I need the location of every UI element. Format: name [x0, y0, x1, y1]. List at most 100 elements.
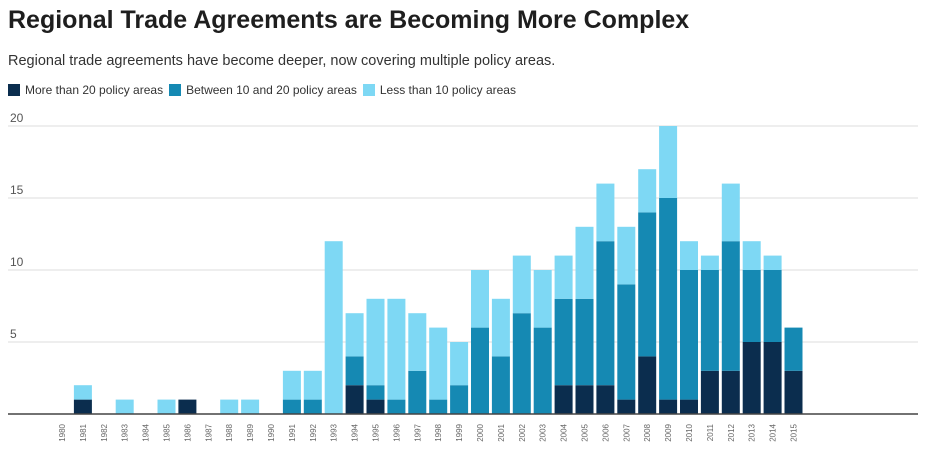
bar-segment — [450, 342, 469, 386]
x-tick-label: 2002 — [518, 423, 527, 441]
y-tick-label: 20 — [10, 111, 24, 125]
x-tick-label: 1984 — [142, 423, 151, 441]
x-tick-label: 2006 — [601, 423, 610, 441]
bar-segment — [73, 399, 92, 414]
bar-segment — [282, 399, 301, 414]
bar-segment — [784, 370, 803, 414]
x-tick-label: 1995 — [372, 423, 381, 441]
x-tick-label: 1992 — [309, 423, 318, 441]
bar-segment — [429, 327, 448, 400]
bar-segment — [554, 298, 573, 386]
bar-segment — [366, 385, 385, 400]
bar-segment — [429, 399, 448, 414]
bar-segment — [387, 399, 406, 414]
bar-segment — [303, 370, 322, 400]
bar-segment — [596, 183, 615, 242]
legend-swatch-less-than-10 — [362, 84, 375, 96]
bar-segment — [345, 385, 364, 414]
bar-segment — [241, 399, 260, 414]
x-tick-label: 1989 — [246, 423, 255, 441]
bar-segment — [742, 241, 761, 270]
bar-segment — [700, 370, 719, 414]
bar-segment — [617, 226, 636, 285]
bar-segment — [617, 284, 636, 400]
x-tick-label: 1994 — [351, 423, 360, 441]
bar-segment — [638, 212, 657, 357]
bar-segment — [721, 370, 740, 414]
x-tick-label: 1980 — [58, 423, 67, 441]
bar-segment — [115, 399, 134, 414]
bar-segment — [366, 298, 385, 386]
bar-segment — [659, 126, 678, 198]
legend-item-between-10-20: Between 10 and 20 policy areas — [169, 83, 357, 97]
bar-segment — [512, 255, 531, 314]
x-tick-label: 2007 — [622, 423, 631, 441]
bar-segment — [575, 298, 594, 386]
legend-item-less-than-10: Less than 10 policy areas — [362, 83, 516, 97]
bar-segment — [638, 169, 657, 213]
x-tick-label: 1983 — [121, 423, 130, 441]
bar-segment — [408, 370, 427, 414]
bar-segment — [282, 370, 301, 400]
bar-segment — [763, 342, 782, 414]
bar-segment — [471, 270, 489, 328]
legend: More than 20 policy areas Between 10 and… — [8, 83, 522, 97]
x-tick-label: 2010 — [685, 423, 694, 441]
bar-segment — [554, 255, 573, 299]
legend-label-less-than-10: Less than 10 policy areas — [379, 83, 516, 97]
x-tick-label: 2008 — [643, 423, 652, 441]
x-tick-label: 1997 — [413, 423, 422, 441]
bar-segment — [763, 255, 782, 270]
y-tick-label: 15 — [10, 183, 24, 197]
x-tick-label: 1990 — [267, 423, 276, 441]
bar-segment — [178, 399, 197, 414]
bar-segment — [471, 327, 489, 414]
bar-segment — [659, 198, 678, 400]
x-tick-label: 2003 — [539, 423, 548, 441]
x-tick-label: 1991 — [288, 423, 297, 441]
y-tick-label: 5 — [10, 327, 17, 341]
bar-segment — [721, 241, 740, 371]
bar-segment — [491, 298, 510, 357]
x-tick-label: 1982 — [100, 423, 109, 441]
chart-subtitle: Regional trade agreements have become de… — [8, 53, 556, 69]
bar-segment — [680, 270, 698, 400]
x-tick-label: 1993 — [330, 423, 339, 441]
x-tick-label: 1988 — [225, 423, 234, 441]
x-tick-label: 2001 — [497, 423, 506, 441]
bar-segment — [680, 241, 698, 270]
legend-item-more-than-20: More than 20 policy areas — [8, 83, 163, 97]
bar-segment — [73, 385, 92, 400]
bar-segment — [742, 342, 761, 414]
x-tick-label: 2000 — [476, 423, 485, 441]
bar-segment — [700, 255, 719, 270]
x-tick-label: 1987 — [204, 423, 213, 441]
bar-segment — [617, 399, 636, 414]
legend-label-between-10-20: Between 10 and 20 policy areas — [186, 83, 357, 97]
bar-segment — [596, 385, 615, 414]
bar-segment — [408, 313, 427, 371]
bar-segment — [533, 270, 552, 328]
x-tick-label: 2013 — [748, 423, 757, 441]
bar-segment — [742, 270, 761, 342]
bar-segment — [345, 313, 364, 357]
bar-segment — [596, 241, 615, 386]
x-tick-label: 1985 — [163, 423, 172, 441]
bar-segment — [220, 399, 239, 414]
x-tick-label: 2015 — [790, 423, 799, 441]
bar-segment — [450, 385, 469, 414]
x-tick-label: 1998 — [434, 423, 443, 441]
x-tick-label: 1999 — [455, 423, 464, 441]
legend-swatch-between-10-20 — [169, 84, 182, 96]
bar-segment — [157, 399, 176, 414]
bar-segment — [763, 270, 782, 342]
bar-segment — [554, 385, 573, 414]
bar-segment — [575, 385, 594, 414]
x-tick-label: 2005 — [581, 423, 590, 441]
bar-segment — [533, 327, 552, 414]
bar-segment — [366, 399, 385, 414]
chart-title: Regional Trade Agreements are Becoming M… — [8, 6, 690, 34]
bar-segment — [491, 356, 510, 414]
bar-segment — [512, 313, 531, 414]
